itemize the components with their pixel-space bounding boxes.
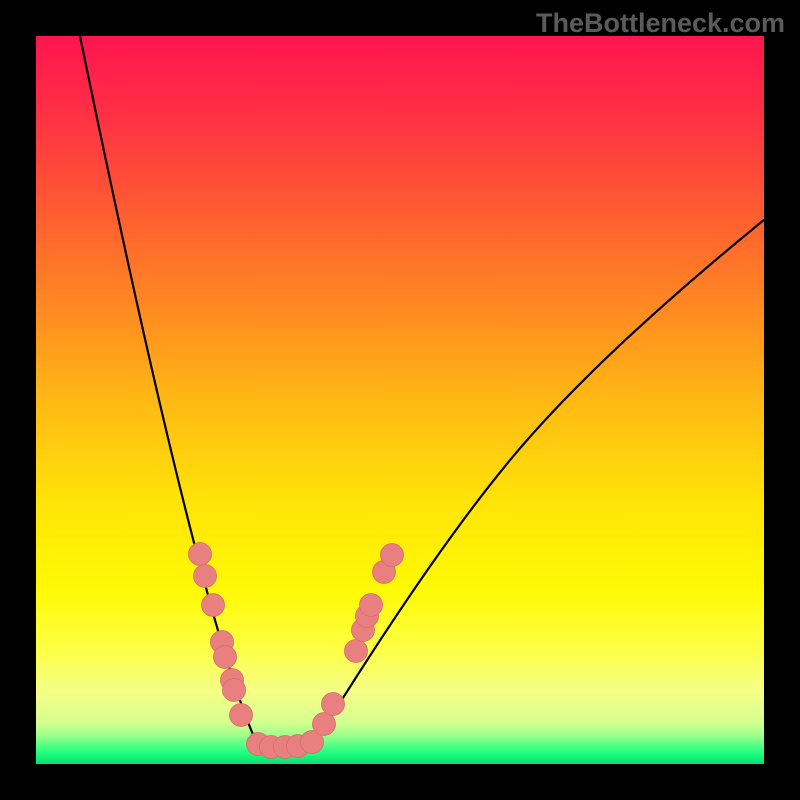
watermark-text: TheBottleneck.com bbox=[536, 8, 785, 39]
marker-dot bbox=[322, 693, 345, 716]
marker-dot bbox=[189, 543, 212, 566]
marker-dot bbox=[230, 704, 253, 727]
plot-svg bbox=[0, 0, 800, 800]
marker-dot bbox=[194, 565, 217, 588]
marker-dot bbox=[360, 594, 383, 617]
marker-dot bbox=[313, 713, 336, 736]
marker-dot bbox=[223, 679, 246, 702]
marker-dot bbox=[381, 544, 404, 567]
plot-background bbox=[36, 36, 764, 764]
marker-dot bbox=[202, 594, 225, 617]
marker-dot bbox=[345, 640, 368, 663]
marker-dot bbox=[214, 646, 237, 669]
